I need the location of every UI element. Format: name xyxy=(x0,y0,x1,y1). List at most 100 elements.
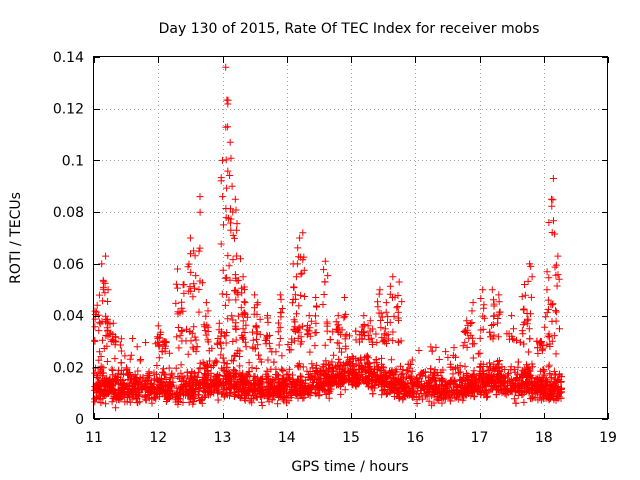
data-point xyxy=(178,304,186,312)
data-point xyxy=(321,278,329,286)
data-point xyxy=(174,324,182,331)
data-point xyxy=(187,287,195,295)
data-point xyxy=(510,395,518,403)
axis-ticks xyxy=(94,57,609,420)
data-point xyxy=(186,234,194,242)
data-point xyxy=(242,343,250,351)
data-point xyxy=(249,344,257,352)
data-point xyxy=(427,365,435,373)
data-point xyxy=(219,354,227,362)
data-point xyxy=(453,387,460,395)
data-point xyxy=(289,371,296,379)
data-point xyxy=(306,348,314,356)
data-point xyxy=(311,329,319,337)
data-point xyxy=(410,388,418,396)
data-point xyxy=(394,303,402,310)
data-point xyxy=(511,388,519,395)
data-point xyxy=(245,359,253,367)
data-point xyxy=(154,322,162,330)
data-point xyxy=(124,376,132,383)
data-point xyxy=(212,357,220,365)
data-point xyxy=(365,336,373,344)
data-point xyxy=(384,313,392,321)
data-point xyxy=(474,350,482,358)
data-point xyxy=(229,338,237,345)
data-point xyxy=(534,378,542,386)
data-point xyxy=(256,315,264,323)
data-point xyxy=(173,390,180,398)
data-point xyxy=(428,347,436,355)
data-point xyxy=(392,368,399,376)
data-point xyxy=(396,376,404,384)
data-point xyxy=(504,387,512,395)
data-point xyxy=(144,386,152,394)
data-point xyxy=(494,333,502,341)
data-point xyxy=(200,394,208,401)
data-point xyxy=(495,367,503,375)
data-point xyxy=(359,376,367,384)
data-point xyxy=(258,398,265,406)
data-point xyxy=(522,379,529,386)
data-point xyxy=(371,384,379,392)
data-point xyxy=(98,260,106,268)
data-point xyxy=(150,394,158,402)
data-point xyxy=(214,396,222,404)
data-point xyxy=(120,384,128,392)
data-point xyxy=(382,390,390,398)
data-point xyxy=(372,330,380,338)
data-point xyxy=(166,349,174,357)
x-tick-label: 15 xyxy=(342,430,360,446)
data-point xyxy=(461,338,469,346)
data-point xyxy=(479,286,487,294)
data-point xyxy=(321,257,329,265)
data-point xyxy=(527,310,534,318)
data-point xyxy=(270,358,278,366)
data-point xyxy=(399,366,407,374)
data-point xyxy=(361,354,369,362)
data-point xyxy=(549,300,557,308)
x-tick-label: 14 xyxy=(278,430,296,446)
data-point xyxy=(264,385,272,393)
data-point xyxy=(352,327,360,335)
data-point xyxy=(414,378,422,386)
data-point xyxy=(467,320,475,327)
data-point xyxy=(219,193,227,201)
data-point xyxy=(548,195,555,203)
data-point xyxy=(174,310,182,318)
data-point xyxy=(153,362,161,369)
data-point xyxy=(425,383,433,391)
data-point xyxy=(255,351,262,359)
data-point xyxy=(189,293,197,301)
data-point xyxy=(172,280,180,288)
data-point xyxy=(543,341,551,349)
data-point xyxy=(177,361,185,369)
data-point xyxy=(408,356,416,364)
data-point xyxy=(311,376,318,384)
data-point xyxy=(227,215,235,223)
y-tick-label: 0.14 xyxy=(53,50,84,66)
data-point xyxy=(256,392,264,400)
data-point xyxy=(334,312,342,320)
data-point xyxy=(147,388,155,396)
data-point xyxy=(525,325,533,333)
data-point xyxy=(380,330,388,338)
data-point xyxy=(237,255,244,263)
data-point xyxy=(489,385,497,393)
data-point xyxy=(397,384,405,392)
data-point xyxy=(336,358,344,366)
data-point xyxy=(190,395,198,402)
data-point xyxy=(191,284,198,292)
data-point xyxy=(222,156,230,164)
data-point xyxy=(174,373,182,380)
x-tick-label: 13 xyxy=(214,430,232,446)
data-point xyxy=(317,367,325,375)
data-point xyxy=(174,265,181,273)
data-point xyxy=(459,392,467,400)
data-point xyxy=(366,368,374,376)
data-point xyxy=(234,291,242,299)
data-point xyxy=(201,388,209,396)
data-point xyxy=(218,328,225,336)
data-point xyxy=(172,364,180,372)
data-point xyxy=(305,312,313,320)
